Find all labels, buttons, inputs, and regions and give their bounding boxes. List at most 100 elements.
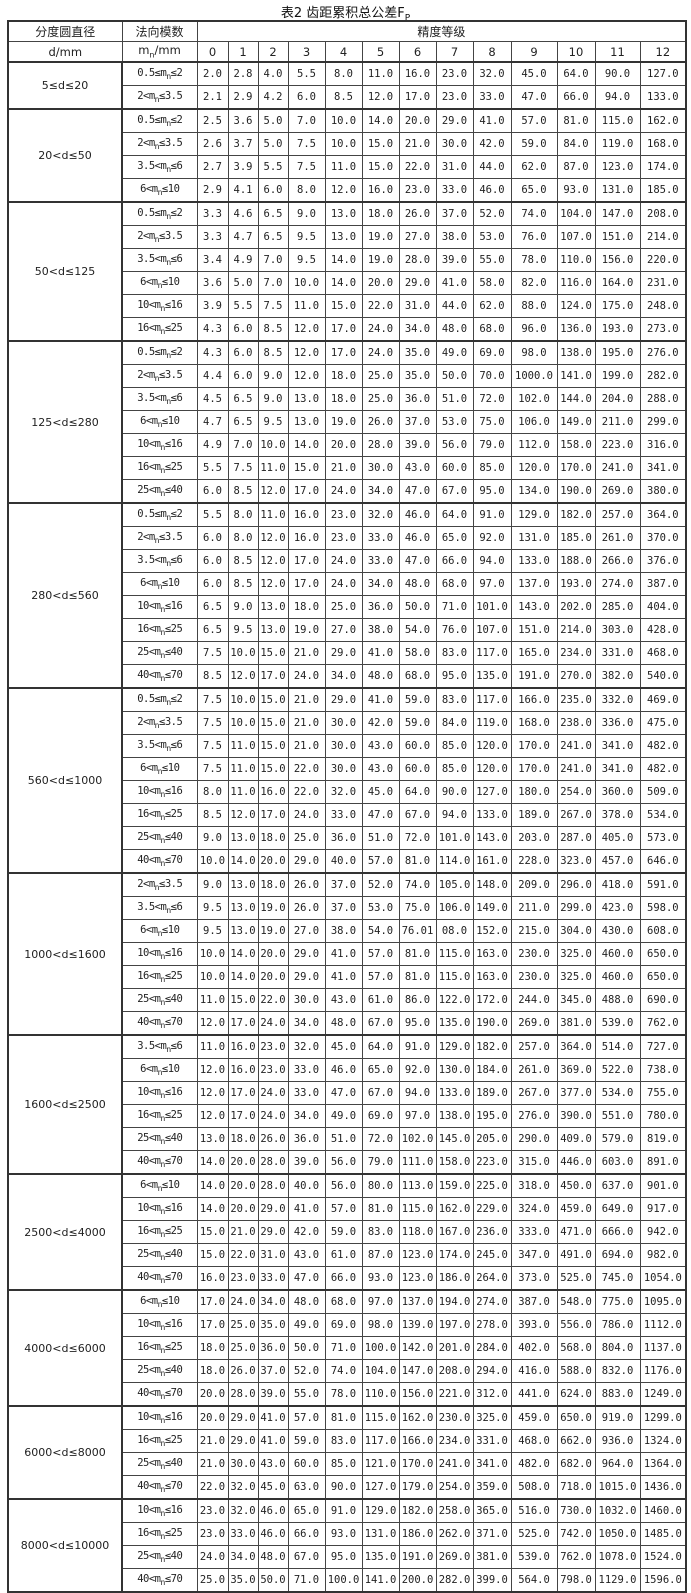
tolerance-value-cell: 143.0 <box>472 826 512 850</box>
tolerance-value-cell: 104.0 <box>361 1359 400 1383</box>
tolerance-value-cell: 15.0 <box>287 456 326 480</box>
tolerance-value-cell: 63.0 <box>287 1475 326 1500</box>
tolerance-value-cell: 17.0 <box>398 85 437 110</box>
tolerance-value-cell: 482.0 <box>639 734 687 758</box>
tolerance-value-cell: 101.0 <box>472 595 512 619</box>
tolerance-value-cell: 261.0 <box>510 1058 558 1082</box>
tolerance-value-cell: 282.0 <box>435 1568 474 1593</box>
tolerance-value-cell: 90.0 <box>435 780 474 804</box>
tolerance-value-cell: 13.0 <box>227 826 259 850</box>
module-range-cell: 40<mn≤70 <box>121 1475 198 1500</box>
module-range-upper: ≤10 <box>161 275 180 288</box>
tolerance-value-cell: 115.0 <box>435 965 474 989</box>
tolerance-value-cell: 6.0 <box>227 364 259 388</box>
tolerance-value-cell: 17.0 <box>196 1313 229 1337</box>
tolerance-value-cell: 34.0 <box>361 479 400 504</box>
tolerance-value-cell: 508.0 <box>510 1475 558 1500</box>
module-symbol: m <box>154 298 161 311</box>
tolerance-value-cell: 39.0 <box>435 248 474 272</box>
tolerance-value-cell: 162.0 <box>435 1197 474 1221</box>
tolerance-value-cell: 36.0 <box>324 826 363 850</box>
tolerance-value-cell: 1596.0 <box>639 1568 687 1593</box>
module-symbol-sub: n <box>154 374 160 384</box>
tolerance-value-cell: 390.0 <box>556 1104 596 1128</box>
tolerance-value-cell: 16.0 <box>287 502 326 527</box>
tolerance-value-cell: 225.0 <box>472 1173 512 1198</box>
table-row: 3.5<mn≤6 6.0 8.5 12.0 17.0 24.0 33.0 47.0 66.0 94… <box>8 549 687 573</box>
tolerance-table: 分度圆直径 法向模数 精度等级 d/mm mn/mm 0 1 2 3 4 5 6 7 8 9 10 1… <box>7 20 688 1593</box>
tolerance-value-cell: 37.0 <box>435 201 474 226</box>
tolerance-value-cell: 266.0 <box>594 549 641 573</box>
tolerance-value-cell: 23.0 <box>324 502 363 527</box>
module-symbol-sub: n <box>154 721 160 731</box>
tolerance-value-cell: 101.0 <box>435 826 474 850</box>
module-range-upper: ≤25 <box>164 807 183 820</box>
tolerance-value-cell: 119.0 <box>472 711 512 735</box>
module-range-lower: 16< <box>137 1108 155 1121</box>
tolerance-value-cell: 23.0 <box>435 85 474 110</box>
tolerance-value-cell: 3.6 <box>196 271 229 295</box>
diameter-range-cell: 1000<d≤1600 <box>7 872 123 1036</box>
tolerance-value-cell: 48.0 <box>398 572 437 596</box>
tolerance-value-cell: 516.0 <box>510 1498 558 1523</box>
tolerance-value-cell: 24.0 <box>324 479 363 504</box>
tolerance-value-cell: 43.0 <box>257 1452 289 1476</box>
module-range-upper: ≤16 <box>164 1201 183 1214</box>
tolerance-value-cell: 52.0 <box>287 1359 326 1383</box>
module-range-lower: 10< <box>137 1317 155 1330</box>
tolerance-value-cell: 12.0 <box>287 317 326 342</box>
tolerance-value-cell: 51.0 <box>361 826 400 850</box>
module-range-upper: ≤40 <box>164 830 183 843</box>
tolerance-value-cell: 172.0 <box>472 988 512 1012</box>
module-symbol-sub: n <box>160 1369 166 1379</box>
module-symbol: m <box>154 1247 161 1260</box>
tolerance-value-cell: 45.0 <box>324 1034 363 1059</box>
module-range-upper: ≤2 <box>170 113 183 126</box>
module-symbol: m <box>154 483 161 496</box>
tolerance-value-cell: 36.0 <box>287 1127 326 1151</box>
module-symbol-sub: n <box>160 1323 166 1333</box>
tolerance-value-cell: 34.0 <box>287 1104 326 1128</box>
tolerance-value-cell: 34.0 <box>398 317 437 342</box>
tolerance-value-cell: 190.0 <box>556 479 596 504</box>
module-range-upper: ≤70 <box>164 853 183 866</box>
module-symbol-sub: n <box>157 582 163 592</box>
tolerance-value-cell: 23.0 <box>196 1522 229 1546</box>
tolerance-value-cell: 6.5 <box>196 595 229 619</box>
tolerance-value-cell: 28.0 <box>361 433 400 457</box>
tolerance-value-cell: 29.0 <box>398 271 437 295</box>
tolerance-value-cell: 119.0 <box>594 132 641 156</box>
table-row: 10<mn≤16 12.0 17.0 24.0 33.0 47.0 67.0 94.0 133.… <box>8 1081 687 1105</box>
tolerance-value-cell: 74.0 <box>510 201 558 226</box>
tolerance-value-cell: 44.0 <box>435 294 474 318</box>
tolerance-value-cell: 2.6 <box>196 132 229 156</box>
tolerance-value-cell: 7.0 <box>227 433 259 457</box>
tolerance-value-cell: 832.0 <box>594 1359 641 1383</box>
tolerance-value-cell: 90.0 <box>594 61 641 86</box>
tolerance-value-cell: 189.0 <box>472 1081 512 1105</box>
tolerance-value-cell: 299.0 <box>639 410 687 434</box>
module-symbol: m <box>154 807 161 820</box>
tolerance-value-cell: 51.0 <box>435 387 474 411</box>
tolerance-value-cell: 185.0 <box>639 178 687 203</box>
tolerance-value-cell: 267.0 <box>556 803 596 827</box>
module-range-cell: 2<mn≤3.5 <box>121 526 198 550</box>
tolerance-value-cell: 17.0 <box>196 1289 229 1314</box>
module-range-upper: ≤2 <box>170 507 183 520</box>
tolerance-value-cell: 134.0 <box>510 479 558 504</box>
tolerance-value-cell: 10.0 <box>324 108 363 133</box>
tolerance-value-cell: 380.0 <box>639 479 687 504</box>
module-range-cell: 16<mn≤25 <box>121 1336 198 1360</box>
tolerance-value-cell: 257.0 <box>594 502 641 527</box>
tolerance-value-cell: 12.0 <box>257 549 289 573</box>
tolerance-value-cell: 168.0 <box>639 132 687 156</box>
tolerance-value-cell: 94.0 <box>435 803 474 827</box>
tolerance-value-cell: 81.0 <box>398 965 437 989</box>
module-range-cell: 6<mn≤10 <box>121 572 198 596</box>
tolerance-value-cell: 48.0 <box>257 1545 289 1569</box>
tolerance-value-cell: 123.0 <box>594 155 641 179</box>
tolerance-value-cell: 79.0 <box>361 1150 400 1175</box>
grade-column-header: 9 <box>510 41 558 63</box>
tolerance-value-cell: 72.0 <box>398 826 437 850</box>
tolerance-value-cell: 6.0 <box>196 549 229 573</box>
